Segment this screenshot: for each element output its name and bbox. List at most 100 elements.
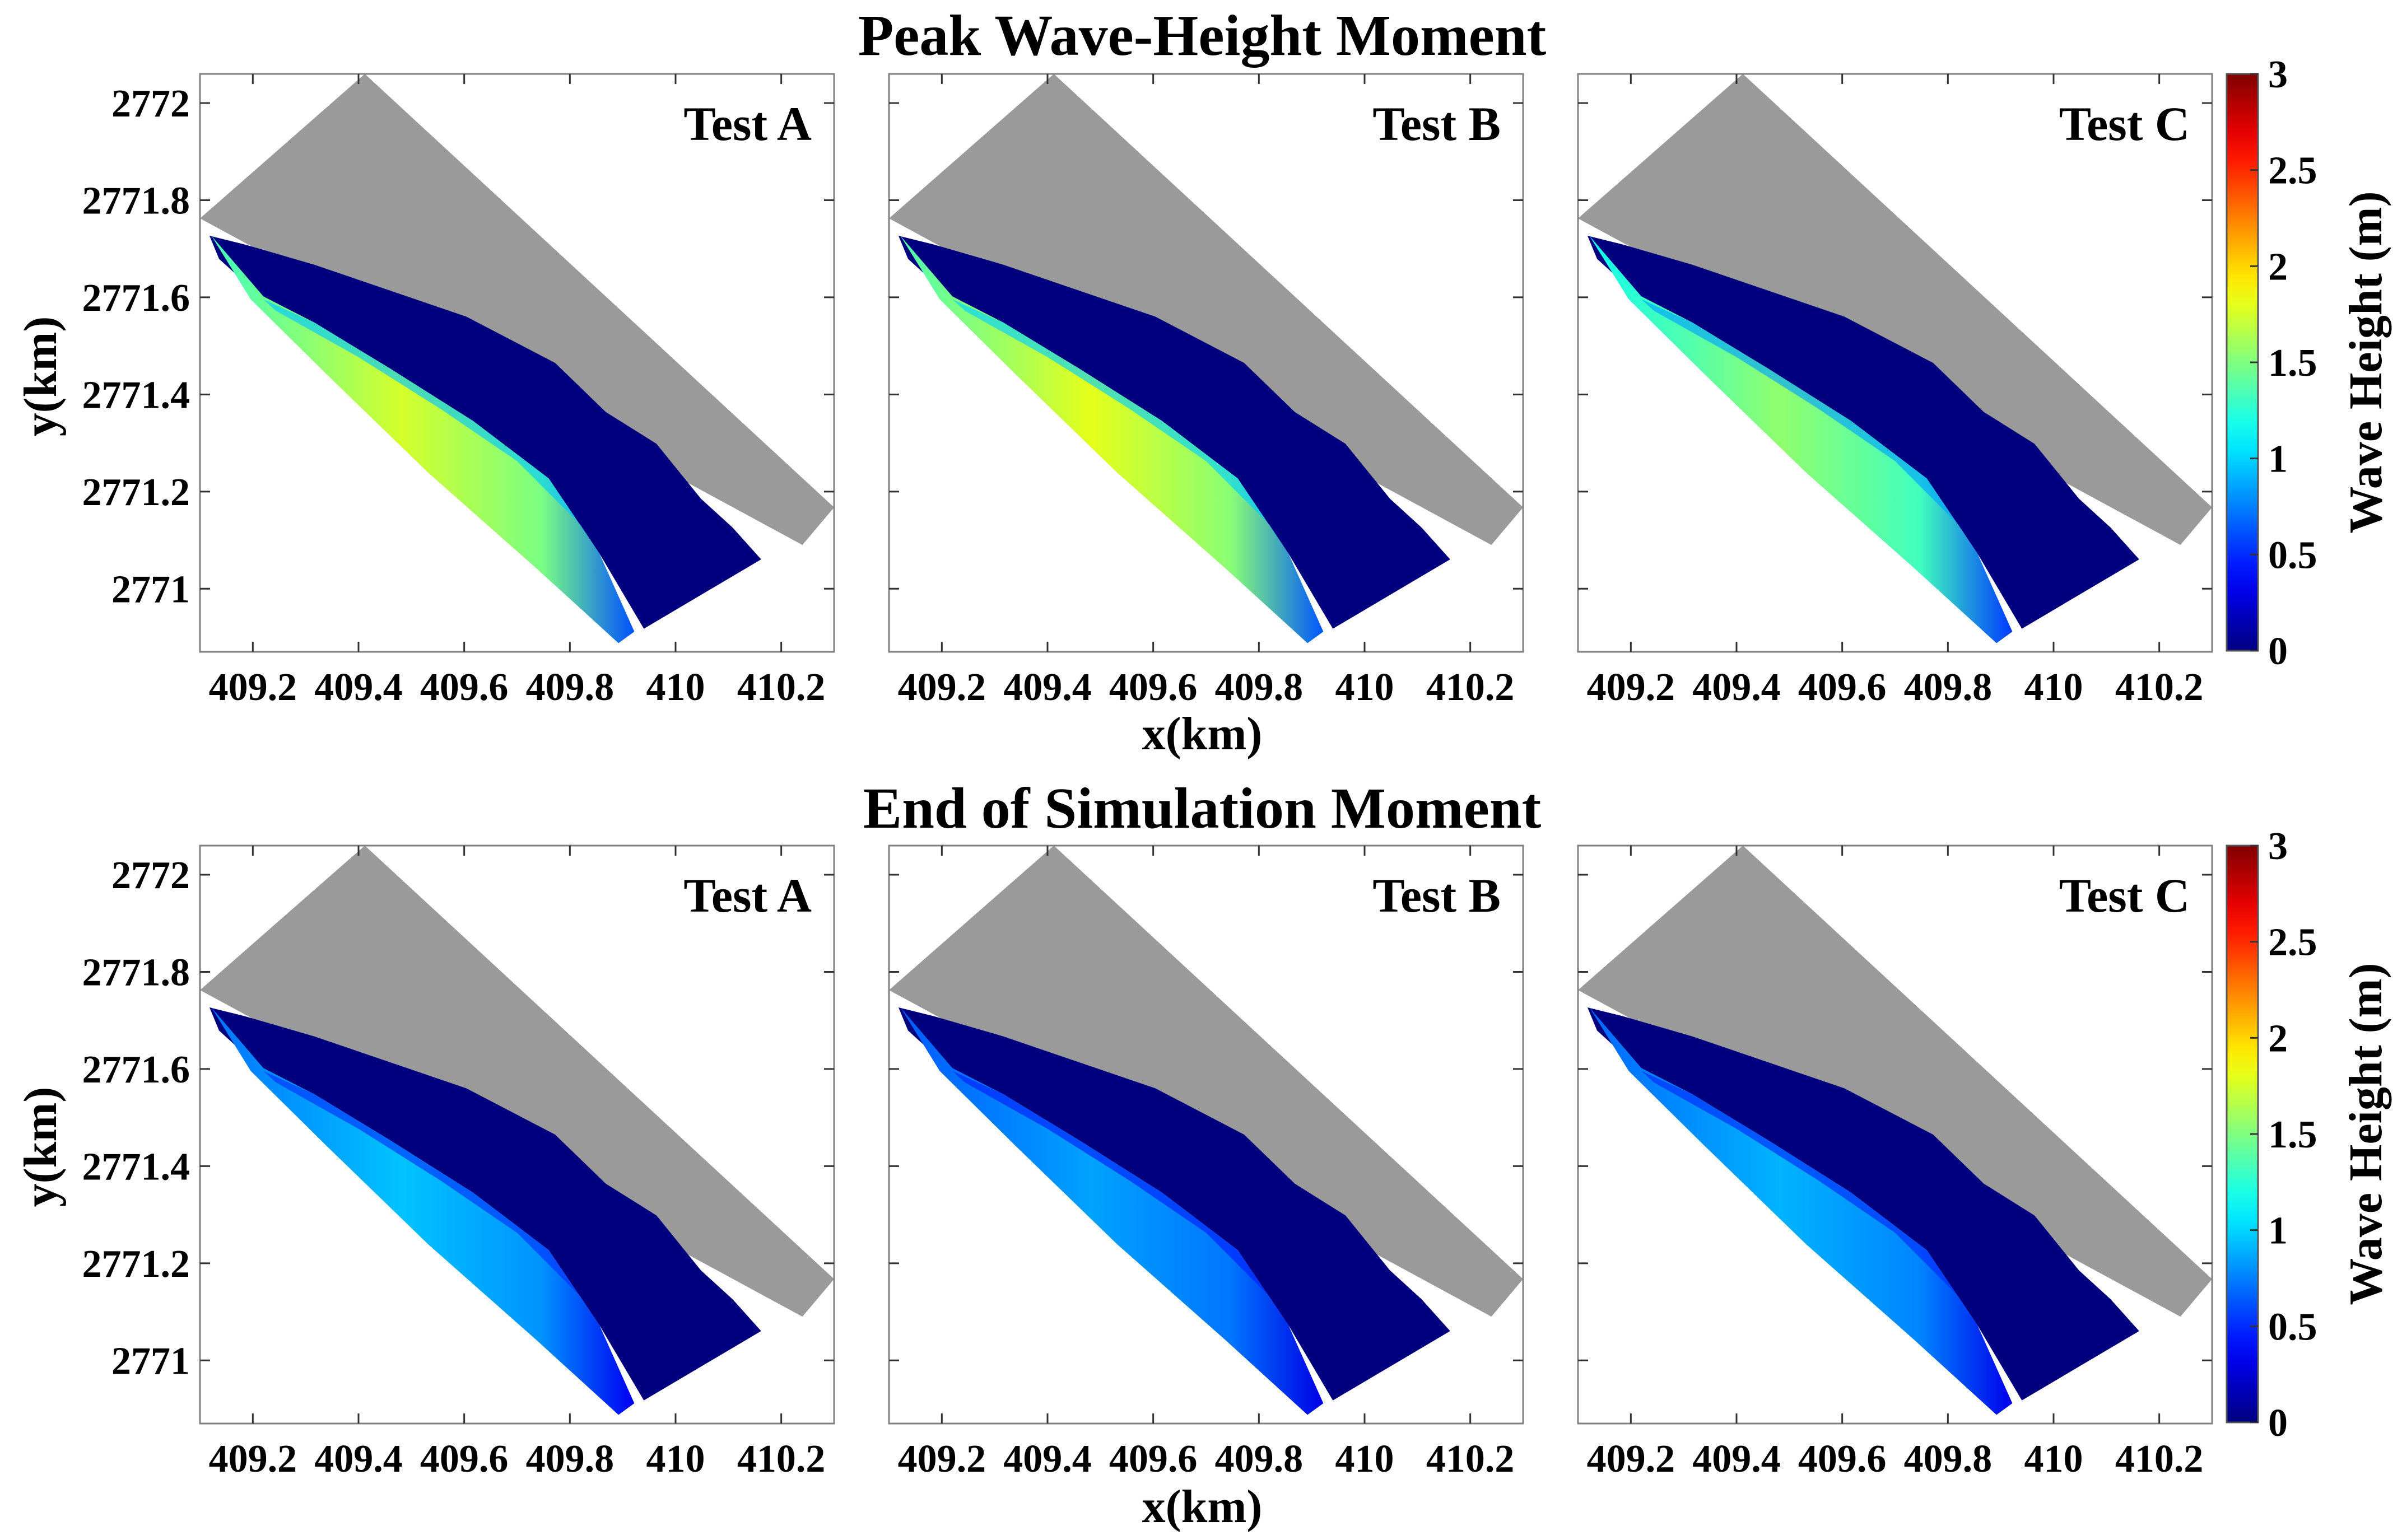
test-label: Test A [683, 97, 812, 151]
colorbar-tick-label: 2 [2268, 1017, 2288, 1060]
y-tick-label: 2771.4 [82, 1145, 190, 1188]
x-tick-label: 409.6 [420, 1438, 509, 1481]
panel-peak-test-b: 409.2 409.4 409.6 409.8 410 410.2 Test B [888, 73, 1524, 709]
y-axis-label-top: y(km) [15, 316, 67, 437]
y-tick-label: 2771.6 [82, 1048, 190, 1091]
colorbar-tick-label: 3 [2268, 53, 2288, 96]
x-tick-label: 409.4 [314, 1438, 403, 1481]
colorbar-layer: 0 0.5 1 1.5 2 2.5 3 Wave Height (m) 0 0.5 1 1.5 2 2.5… [2226, 53, 2392, 1445]
x-tick-label: 409.2 [1587, 666, 1675, 709]
y-tick-label: 2771.8 [82, 179, 190, 222]
x-tick-label: 409.6 [1798, 1438, 1887, 1481]
panel-peak-test-c: 409.2 409.4 409.6 409.8 410 410.2 Test C [1577, 73, 2213, 709]
panel-end-test-c: 409.2 409.4 409.6 409.8 410 410.2 Test C [1577, 844, 2213, 1481]
x-tick-label: 409.4 [314, 666, 403, 709]
x-axis-label-top: x(km) [1142, 708, 1263, 760]
row-title-end: End of Simulation Moment [863, 776, 1542, 841]
offshore-wave-field [1589, 1007, 2013, 1415]
test-label: Test B [1372, 97, 1501, 151]
x-tick-label: 410 [1335, 1438, 1394, 1481]
colorbar-tick-label: 1.5 [2268, 342, 2317, 385]
plot-frame [888, 844, 1524, 1425]
colorbar-tick-label: 1 [2268, 1210, 2288, 1253]
test-label: Test C [2059, 869, 2190, 922]
x-tick-label: 409.8 [1904, 666, 1993, 709]
colorbar-tick-label: 1 [2268, 438, 2288, 481]
x-tick-label: 410 [2024, 1438, 2083, 1481]
x-tick-label: 410.2 [737, 666, 826, 709]
x-tick-label: 409.8 [526, 666, 615, 709]
x-tick-label: 409.2 [1587, 1438, 1675, 1481]
test-label: Test C [2059, 97, 2190, 151]
y-tick-label: 2771.2 [82, 471, 190, 514]
y-tick-label: 2771 [111, 1340, 190, 1383]
nearshore-zone [899, 236, 1450, 629]
offshore-wave-field [211, 236, 635, 643]
plot-frame [1577, 73, 2213, 653]
colorbar-tick-label: 0 [2268, 1402, 2288, 1445]
test-label: Test A [683, 869, 812, 922]
panels-layer: 409.2 409.4 409.6 409.8 410 410.2 2771 2771.2 27… [82, 73, 2213, 1481]
offshore-wave-field [900, 1007, 1324, 1415]
x-tick-label: 409.6 [420, 666, 509, 709]
x-tick-label: 409.4 [1003, 666, 1092, 709]
land-region [889, 846, 1523, 1317]
colorbar-label: Wave Height (m) [2340, 963, 2392, 1305]
x-tick-label: 409.4 [1692, 1438, 1781, 1481]
land-region [889, 74, 1523, 545]
x-tick-label: 410 [2024, 666, 2083, 709]
land-region [200, 74, 834, 545]
panel-end-test-b: 409.2 409.4 409.6 409.8 410 410.2 Test B [888, 844, 1524, 1481]
x-tick-label: 409.6 [1109, 666, 1198, 709]
nearshore-zone [210, 236, 761, 629]
land-region [1578, 74, 2212, 545]
x-tick-label: 409.2 [209, 1438, 297, 1481]
land-region [200, 846, 834, 1317]
colorbar-bottom: 0 0.5 1 1.5 2 2.5 3 Wave Height (m) [2226, 825, 2392, 1445]
y-tick-label: 2772 [111, 82, 190, 125]
nearshore-zone [1588, 1007, 2139, 1401]
x-tick-label: 409.4 [1692, 666, 1781, 709]
x-tick-label: 410.2 [1426, 666, 1515, 709]
x-tick-label: 409.6 [1109, 1438, 1198, 1481]
colorbar-tick-label: 0.5 [2268, 534, 2317, 577]
colorbar-top: 0 0.5 1 1.5 2 2.5 3 Wave Height (m) [2226, 53, 2392, 673]
colorbar-tick-label: 1.5 [2268, 1113, 2317, 1156]
plot-frame [888, 73, 1524, 653]
y-tick-label: 2771.6 [82, 277, 190, 320]
colorbar-label: Wave Height (m) [2340, 191, 2392, 533]
x-tick-label: 409.8 [1215, 1438, 1304, 1481]
x-tick-label: 409.2 [898, 666, 986, 709]
x-tick-label: 409.8 [1215, 666, 1304, 709]
offshore-wave-field [900, 236, 1324, 643]
colorbar-tick-label: 0 [2268, 630, 2288, 673]
y-tick-label: 2771 [111, 568, 190, 611]
x-tick-label: 409.6 [1798, 666, 1887, 709]
colorbar-tick-label: 0.5 [2268, 1305, 2317, 1348]
test-label: Test B [1372, 869, 1501, 922]
y-tick-label: 2771.4 [82, 374, 190, 417]
nearshore-zone [1588, 236, 2139, 629]
row-title-peak: Peak Wave-Height Moment [858, 3, 1547, 68]
offshore-wave-field [211, 1007, 635, 1415]
y-tick-label: 2772 [111, 854, 190, 897]
panel-peak-test-a: 409.2 409.4 409.6 409.8 410 410.2 2771 2771.2 27… [82, 73, 835, 709]
x-tick-label: 410.2 [1426, 1438, 1515, 1481]
y-axis-label-bottom: y(km) [15, 1087, 67, 1207]
y-tick-label: 2771.8 [82, 951, 190, 994]
x-tick-label: 410 [646, 1438, 705, 1481]
offshore-wave-field [1589, 236, 2013, 643]
x-tick-label: 409.8 [1904, 1438, 1993, 1481]
colorbar-tick-label: 2.5 [2268, 921, 2317, 964]
x-tick-label: 410.2 [737, 1438, 826, 1481]
nearshore-zone [899, 1007, 1450, 1401]
panel-end-test-a: 409.2 409.4 409.6 409.8 410 410.2 2771 2771.2 27… [82, 844, 835, 1481]
plot-frame [199, 73, 835, 653]
nearshore-zone [210, 1007, 761, 1401]
x-tick-label: 410 [646, 666, 705, 709]
x-tick-label: 409.4 [1003, 1438, 1092, 1481]
colorbar-tick-label: 2 [2268, 245, 2288, 288]
x-tick-label: 410.2 [2115, 666, 2204, 709]
land-region [1578, 846, 2212, 1317]
